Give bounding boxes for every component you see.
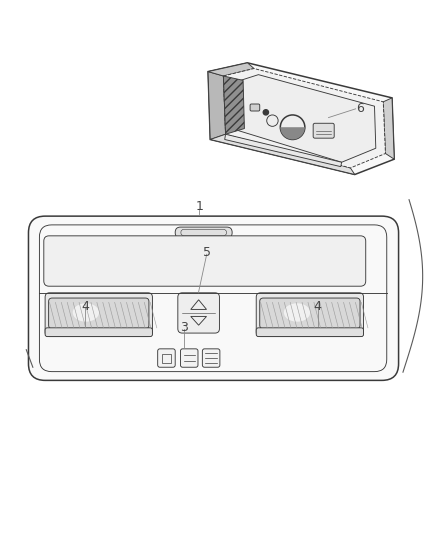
Ellipse shape	[73, 303, 99, 322]
Polygon shape	[210, 134, 355, 174]
FancyBboxPatch shape	[202, 349, 220, 367]
Wedge shape	[280, 127, 305, 140]
FancyBboxPatch shape	[260, 298, 360, 329]
Polygon shape	[223, 76, 244, 134]
FancyBboxPatch shape	[313, 123, 334, 138]
Polygon shape	[225, 134, 342, 167]
Text: 5: 5	[203, 246, 211, 259]
Ellipse shape	[284, 303, 310, 322]
FancyBboxPatch shape	[44, 236, 366, 286]
Text: 4: 4	[81, 300, 89, 313]
Polygon shape	[208, 71, 226, 140]
FancyBboxPatch shape	[49, 298, 149, 329]
Text: 3: 3	[180, 321, 188, 334]
Polygon shape	[208, 63, 254, 76]
FancyBboxPatch shape	[175, 227, 232, 238]
Polygon shape	[237, 75, 376, 162]
Polygon shape	[383, 98, 394, 159]
FancyBboxPatch shape	[178, 293, 219, 333]
Polygon shape	[208, 63, 394, 174]
Polygon shape	[223, 69, 385, 168]
FancyBboxPatch shape	[250, 104, 260, 111]
FancyBboxPatch shape	[256, 293, 364, 336]
FancyBboxPatch shape	[45, 293, 152, 336]
FancyBboxPatch shape	[256, 328, 364, 336]
FancyBboxPatch shape	[158, 349, 175, 367]
Bar	[162, 354, 171, 363]
Text: 4: 4	[314, 300, 321, 313]
Text: 6: 6	[356, 102, 364, 115]
FancyBboxPatch shape	[180, 349, 198, 367]
FancyBboxPatch shape	[28, 216, 399, 381]
FancyBboxPatch shape	[45, 328, 152, 336]
Text: 1: 1	[195, 199, 203, 213]
Circle shape	[263, 110, 268, 115]
